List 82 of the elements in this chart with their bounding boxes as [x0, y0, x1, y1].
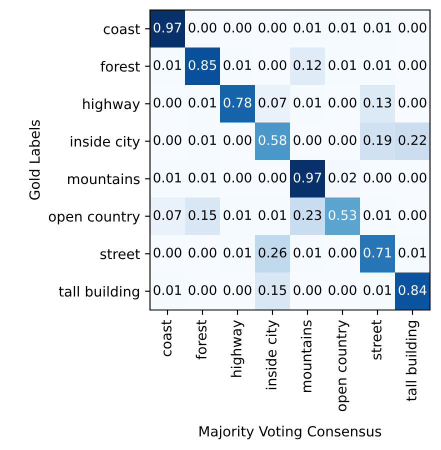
data-label: 0.22 [398, 135, 426, 146]
data-label: 0.01 [364, 210, 391, 220]
data-label: 0.58 [258, 135, 286, 146]
data-label: 0.01 [188, 98, 216, 108]
data-label: 0.00 [364, 172, 392, 183]
data-label: 0.00 [398, 60, 426, 70]
data-label: 0.00 [398, 98, 426, 108]
data-label: 0.01 [154, 172, 181, 183]
data-label: 0.07 [154, 210, 182, 220]
data-label: 0.01 [188, 135, 216, 146]
data-label: 0.00 [328, 285, 356, 296]
y-tick-label: street [100, 249, 140, 260]
data-label: 0.84 [398, 285, 426, 296]
data-label: 0.00 [328, 98, 356, 108]
data-label: 0.00 [258, 60, 286, 70]
y-tick-label: coast [104, 24, 140, 34]
data-label: 0.00 [224, 22, 252, 33]
data-label: 0.00 [294, 135, 322, 146]
x-tick-label: forest [196, 320, 207, 360]
data-label: 0.01 [398, 248, 426, 258]
data-label: 0.01 [188, 172, 216, 183]
data-label: 0.00 [328, 248, 356, 258]
data-label: 0.26 [258, 248, 286, 258]
data-label: 0.78 [224, 98, 252, 108]
data-label: 0.01 [224, 210, 251, 220]
y-tick-label: mountains [68, 173, 140, 184]
data-label: 0.01 [364, 60, 391, 70]
data-label: 0.97 [154, 22, 182, 33]
y-axis-title: Gold Labels [29, 120, 40, 200]
data-label: 0.23 [294, 210, 322, 220]
data-label: 0.13 [364, 98, 392, 108]
x-tick-label: highway [230, 320, 244, 377]
data-label: 0.15 [188, 210, 216, 220]
x-tick-label: street [372, 320, 382, 360]
x-axis-title: Majority Voting Consensus [200, 426, 382, 440]
data-label: 0.01 [364, 285, 391, 296]
x-tick-label: inside city [266, 320, 280, 390]
data-label: 0.53 [328, 210, 356, 220]
data-label: 0.00 [188, 285, 216, 296]
data-label: 0.01 [328, 22, 356, 33]
data-label: 0.01 [154, 60, 181, 70]
data-label: 0.19 [364, 135, 392, 146]
data-label: 0.01 [328, 60, 356, 70]
y-tick-label: highway [83, 98, 140, 112]
data-label: 0.15 [258, 285, 286, 296]
data-label: 0.01 [224, 248, 251, 258]
data-label: 0.00 [154, 248, 182, 258]
data-label: 0.00 [154, 98, 182, 108]
data-label: 0.01 [294, 98, 321, 108]
data-label: 0.00 [398, 172, 426, 183]
data-label: 0.01 [224, 60, 251, 70]
data-label: 0.00 [154, 135, 182, 146]
data-label: 0.01 [294, 248, 321, 258]
data-label: 0.97 [294, 172, 322, 183]
data-label: 0.07 [258, 98, 286, 108]
data-label: 0.00 [398, 22, 426, 33]
x-tick-label: mountains [300, 320, 312, 392]
data-label: 0.01 [294, 22, 321, 33]
data-label: 0.02 [328, 172, 356, 183]
data-label: 0.00 [224, 172, 252, 183]
data-label: 0.00 [258, 172, 286, 183]
x-tick-label: open country [336, 320, 350, 412]
data-label: 0.01 [258, 210, 286, 220]
data-label: 0.00 [328, 135, 356, 146]
data-label: 0.00 [224, 285, 252, 296]
x-tick-label: coast [162, 320, 172, 356]
y-tick-label: inside city [70, 136, 140, 150]
data-label: 0.00 [398, 210, 426, 220]
y-tick-label: open country [48, 212, 140, 224]
data-label: 0.00 [258, 22, 286, 33]
data-label: 0.00 [188, 22, 216, 33]
data-label: 0.01 [154, 285, 181, 296]
data-label: 0.85 [188, 60, 216, 70]
data-label: 0.01 [364, 22, 391, 33]
data-label: 0.00 [294, 285, 322, 296]
y-tick-label: forest [100, 60, 140, 72]
data-label: 0.00 [188, 248, 216, 258]
data-label: 0.00 [224, 135, 252, 146]
x-tick-label: tall building [406, 320, 420, 402]
data-label: 0.71 [364, 248, 391, 258]
y-tick-label: tall building [58, 286, 140, 300]
data-label: 0.12 [294, 60, 321, 70]
